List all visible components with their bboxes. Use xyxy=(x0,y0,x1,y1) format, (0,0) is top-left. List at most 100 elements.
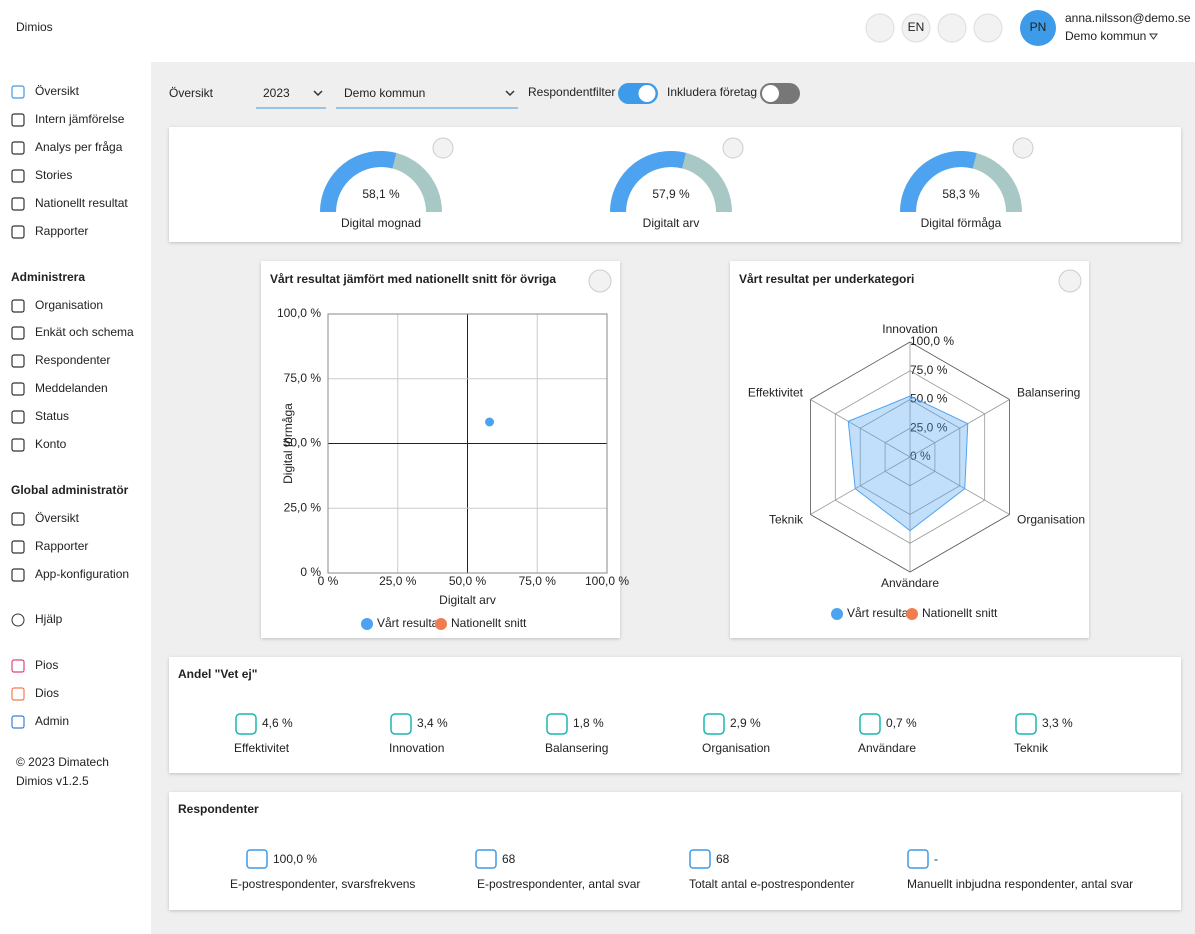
legend-label[interactable]: Nationellt snitt xyxy=(451,616,527,630)
scatter-point xyxy=(485,417,495,427)
radar-axis-label: Balansering xyxy=(1017,386,1080,400)
nav-item[interactable]: App-konfiguration xyxy=(35,567,129,581)
icon xyxy=(11,85,25,99)
icon xyxy=(689,849,711,869)
icon xyxy=(11,326,25,340)
nav-item[interactable]: Rapporter xyxy=(35,539,88,553)
nav-item[interactable]: Meddelanden xyxy=(35,381,108,395)
kpi-value: 68 xyxy=(716,852,730,866)
x-tick-label: 100,0 % xyxy=(585,574,629,588)
toggle-label: Respondentfilter xyxy=(528,85,615,99)
nav-item[interactable]: Pios xyxy=(35,658,58,672)
nav-item[interactable]: Organisation xyxy=(35,298,103,312)
legend-marker[interactable] xyxy=(361,618,373,630)
gauge-label: Digital förmåga xyxy=(921,216,1002,230)
legend-label[interactable]: Nationellt snitt xyxy=(922,606,998,620)
nav-item[interactable]: Konto xyxy=(35,437,67,451)
nav-item[interactable]: Analys per fråga xyxy=(35,140,123,154)
nav-item[interactable]: Hjälp xyxy=(35,612,63,626)
gauge-label: Digitalt arv xyxy=(643,216,700,230)
toggle-label: Inkludera företag xyxy=(667,85,757,99)
download-button[interactable] xyxy=(1058,269,1082,293)
nav-item[interactable]: Stories xyxy=(35,168,72,182)
select-arrow xyxy=(505,90,515,97)
legend-marker[interactable] xyxy=(831,608,843,620)
kpi-label: Totalt antal e-postrespondenter xyxy=(689,877,854,891)
radar-tick-label: 100,0 % xyxy=(910,334,954,348)
kpi-label: E-postrespondenter, antal svar xyxy=(477,877,640,891)
card xyxy=(169,657,1181,773)
help-button[interactable] xyxy=(1012,137,1034,159)
icon xyxy=(11,354,25,368)
card xyxy=(261,261,620,638)
header-button[interactable] xyxy=(901,13,931,43)
nav-item[interactable]: Enkät och schema xyxy=(35,325,134,339)
radar-axis-label: Teknik xyxy=(769,513,804,527)
legend-marker[interactable] xyxy=(435,618,447,630)
gauge-arc xyxy=(610,151,686,212)
nav-item[interactable]: Nationellt resultat xyxy=(35,196,128,210)
download-button[interactable] xyxy=(588,269,612,293)
icon xyxy=(475,849,497,869)
x-tick-label: 0 % xyxy=(318,574,339,588)
gauge-value: 58,1 % xyxy=(362,187,400,201)
nav-item[interactable]: Status xyxy=(35,409,69,423)
icon xyxy=(11,687,25,701)
avatar[interactable] xyxy=(1020,10,1056,46)
help-button[interactable] xyxy=(432,137,454,159)
radar-spoke xyxy=(909,399,1010,458)
y-tick-label: 75,0 % xyxy=(284,371,322,385)
legend-label[interactable]: Vårt resultat xyxy=(847,606,912,620)
header-button[interactable] xyxy=(865,13,895,43)
radar-tick-label: 75,0 % xyxy=(910,363,948,377)
legend-marker[interactable] xyxy=(906,608,918,620)
radar-tick-label: 50,0 % xyxy=(910,392,948,406)
radar-area xyxy=(847,395,969,532)
nav-item[interactable]: Admin xyxy=(35,714,69,728)
kpi-value: 1,8 % xyxy=(573,716,604,730)
icon xyxy=(11,715,25,729)
header-button[interactable] xyxy=(937,13,967,43)
radar-axis-label: Innovation xyxy=(882,322,937,336)
year-select[interactable]: 2023 xyxy=(263,86,290,100)
user-email: anna.nilsson@demo.se xyxy=(1065,11,1191,25)
icon xyxy=(390,713,412,735)
kpi-label: E-postrespondenter, svarsfrekvens xyxy=(230,877,415,891)
user-organisation[interactable]: Demo kommun xyxy=(1065,29,1146,43)
gauge-value: 58,3 % xyxy=(942,187,980,201)
dropdown-arrow xyxy=(1149,33,1158,40)
icon xyxy=(703,713,725,735)
kpi-label: Teknik xyxy=(1014,741,1049,755)
nav-item[interactable]: Översikt xyxy=(35,84,80,98)
nav-item[interactable]: Respondenter xyxy=(35,353,110,367)
header-button[interactable] xyxy=(973,13,1003,43)
kpi-value: 0,7 % xyxy=(886,716,917,730)
icon xyxy=(11,540,25,554)
icon xyxy=(11,197,25,211)
nav-item[interactable]: Dios xyxy=(35,686,59,700)
y-tick-label: 100,0 % xyxy=(277,306,321,320)
x-tick-label: 75,0 % xyxy=(519,574,557,588)
kpi-label: Organisation xyxy=(702,741,770,755)
kpi-label: Manuellt inbjudna respondenter, antal sv… xyxy=(907,877,1133,891)
y-tick-label: 50,0 % xyxy=(284,436,322,450)
legend-label[interactable]: Vårt resultat xyxy=(377,616,442,630)
icon xyxy=(11,225,25,239)
nav-item[interactable]: Översikt xyxy=(35,511,80,525)
nav-item[interactable]: Rapporter xyxy=(35,224,88,238)
icon xyxy=(11,169,25,183)
page-title: Översikt xyxy=(169,86,214,100)
help-button[interactable] xyxy=(722,137,744,159)
gauge-arc xyxy=(319,150,397,212)
plot-border xyxy=(327,313,608,574)
kpi-label: Effektivitet xyxy=(234,741,290,755)
nav-item[interactable]: Intern jämförelse xyxy=(35,112,125,126)
organisation-select[interactable]: Demo kommun xyxy=(344,86,425,100)
toggle-knob xyxy=(638,85,656,102)
logo: Dimios xyxy=(16,20,53,34)
icon xyxy=(11,410,25,424)
select-arrow xyxy=(313,90,323,97)
copyright: © 2023 Dimatech xyxy=(16,755,109,769)
kpi-value: 3,4 % xyxy=(417,716,448,730)
